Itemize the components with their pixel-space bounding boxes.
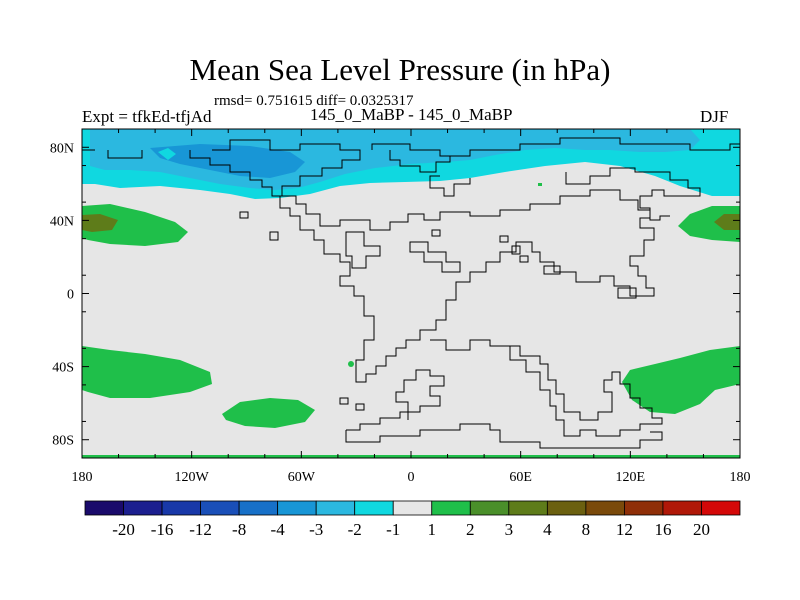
colorbar-swatch — [315, 500, 356, 516]
colorbar-swatch — [354, 500, 394, 516]
colorbar-swatch — [469, 500, 510, 516]
colorbar-label: -4 — [271, 520, 286, 539]
colorbar-swatch — [84, 500, 124, 516]
colorbar-swatch — [662, 500, 702, 516]
colorbar-label: 3 — [505, 520, 514, 539]
south-continent — [430, 339, 663, 437]
south-pacific-west-green — [82, 346, 212, 398]
x-tick-label: 120E — [616, 470, 646, 485]
colorbar-swatch — [624, 500, 664, 516]
colorbar-swatch — [238, 500, 279, 516]
southern-islands — [339, 397, 365, 411]
period-label: 145_0_MaBP - 145_0_MaBP — [310, 105, 513, 124]
north-coastline — [82, 137, 740, 197]
axis-ticks: 180 120W 60W 0 60E 120E 180 80N 40N 0 40S 80S — [50, 129, 751, 485]
colorbar-swatch — [277, 500, 317, 516]
southern-ocean-blob — [222, 398, 315, 428]
colorbar-label: 1 — [428, 520, 437, 539]
x-tick-label: 0 — [408, 470, 415, 485]
y-tick-label: 0 — [67, 288, 74, 303]
colorbar-swatch — [123, 500, 163, 516]
colorbar-label: -16 — [151, 520, 174, 539]
x-tick-label: 180 — [730, 470, 751, 485]
south-continent-base — [345, 369, 663, 449]
season-label: DJF — [700, 107, 729, 126]
y-tick-label: 40S — [52, 361, 74, 376]
colorbar-label: 16 — [654, 520, 671, 539]
tiny-green-dot — [538, 183, 542, 186]
colorbar-label: 8 — [582, 520, 591, 539]
colorbar-swatch — [508, 500, 548, 516]
y-tick-label: 40N — [50, 214, 74, 229]
arctic-light-patch — [158, 148, 176, 160]
colorbar-label: -8 — [232, 520, 246, 539]
x-tick-label: 180 — [72, 470, 93, 485]
x-tick-label: 60E — [509, 470, 532, 485]
north-pacific-east-core — [714, 214, 740, 230]
colorbar-swatch — [392, 500, 433, 516]
experiment-label: Expt = tfkEd-tfjAd — [82, 107, 212, 126]
arctic-core-blue — [150, 144, 305, 178]
stats-line: rmsd= 0.751615 diff= 0.0325317 — [214, 93, 414, 109]
north-pacific-west-core — [82, 214, 118, 232]
colorbar-swatch — [701, 500, 741, 516]
y-tick-label: 80S — [52, 434, 74, 449]
colorbar-swatch — [200, 500, 240, 516]
colorbar-label: -3 — [309, 520, 323, 539]
colorbar-label: -12 — [189, 520, 212, 539]
y-tick-label: 80N — [50, 141, 74, 156]
eurasia-outline — [429, 167, 701, 221]
colorbar-label: -20 — [112, 520, 135, 539]
small-green-dot — [348, 361, 354, 367]
colorbar-label: -1 — [386, 520, 400, 539]
plot-title: Mean Sea Level Pressure (in hPa) — [189, 52, 611, 87]
colorbar-swatch — [431, 500, 471, 516]
colorbar-label: -2 — [348, 520, 362, 539]
colorbar-label: 2 — [466, 520, 475, 539]
north-pacific-west-green — [82, 204, 188, 246]
south-indian-east-green — [622, 346, 740, 414]
inner-sea — [345, 231, 461, 273]
x-tick-label: 60W — [288, 470, 316, 485]
siberia-cyan-patch — [695, 156, 740, 192]
colorbar-swatch — [585, 500, 625, 516]
small-islands — [239, 211, 637, 299]
x-tick-label: 120W — [175, 470, 210, 485]
colorbar-label: 20 — [693, 520, 710, 539]
greenland-outline — [389, 150, 451, 173]
colorbar-swatch — [546, 500, 587, 516]
colorbar-swatch — [161, 500, 201, 516]
colorbar-label: 4 — [543, 520, 552, 539]
coastlines — [82, 137, 740, 449]
colorbar-label: 12 — [616, 520, 633, 539]
colorbar: -20 -16 -12 -8 -4 -3 -2 -1 1 2 3 4 8 12 16 20 — [84, 500, 741, 539]
central-continent — [279, 189, 655, 383]
